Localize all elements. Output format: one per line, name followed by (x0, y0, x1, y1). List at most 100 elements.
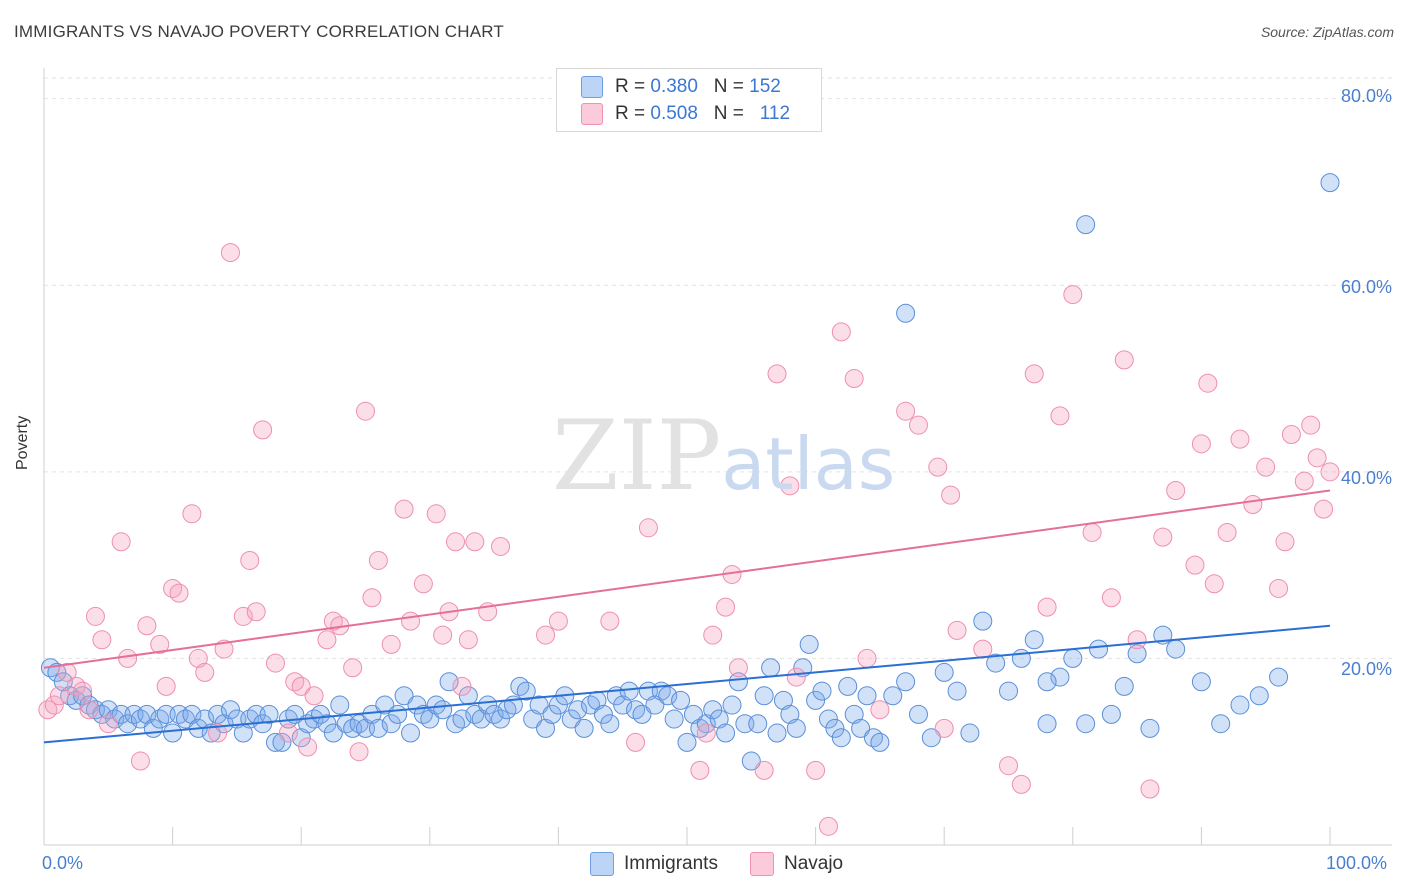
axes (43, 68, 1392, 846)
navajo-point (638, 518, 658, 538)
immigrants-point (716, 723, 736, 743)
navajo-point (1269, 578, 1289, 598)
navajo-point (111, 532, 131, 552)
immigrants-point (1269, 667, 1289, 687)
navajo-point (1127, 630, 1147, 650)
navajo-point (118, 648, 138, 668)
immigrants-point (73, 686, 93, 706)
y-tick-20: 20.0% (1340, 659, 1392, 679)
immigrants-point (401, 723, 421, 743)
source-label: Source: ZipAtlas.com (1260, 24, 1394, 40)
navajo-point (1166, 480, 1186, 500)
navajo-point (690, 760, 710, 780)
navajo-point (491, 536, 511, 556)
immigrants-point (986, 653, 1006, 673)
immigrants-point (851, 718, 871, 738)
navajo-point (1307, 448, 1327, 468)
navajo-point (240, 550, 260, 570)
navajo-point (343, 658, 363, 678)
navajo-point (195, 662, 215, 682)
immigrants-point (1063, 648, 1083, 668)
navajo-point (433, 625, 453, 645)
navajo-point (1101, 588, 1121, 608)
immigrants-point (619, 681, 639, 701)
immigrants-point (330, 695, 350, 715)
bottom-legend-label: Immigrants (624, 853, 718, 874)
immigrants-point (1076, 215, 1096, 235)
navajo-point (947, 620, 967, 640)
immigrants-point (98, 700, 118, 720)
immigrants-point (709, 709, 729, 729)
immigrants-point (806, 690, 826, 710)
bottom-legend-label: Navajo (783, 853, 844, 874)
immigrants-point (536, 718, 556, 738)
navajo-point (426, 504, 446, 524)
immigrants-point (818, 709, 838, 729)
legend-swatch-navajo (581, 103, 603, 125)
legend-n-value: 152 (749, 76, 781, 97)
immigrants-point (1127, 644, 1147, 664)
navajo-point (446, 532, 466, 552)
immigrants-point (471, 709, 491, 729)
immigrants-point (420, 709, 440, 729)
navajo-point (356, 401, 375, 421)
chart-title: IMMIGRANTS VS NAVAJO POVERTY CORRELATION… (14, 22, 504, 41)
immigrants-point (220, 700, 240, 720)
navajo-point (1114, 350, 1134, 370)
navajo-point (98, 714, 118, 734)
immigrants-point (728, 672, 748, 692)
navajo-point (278, 723, 298, 743)
immigrants-point (491, 709, 511, 729)
navajo-point (999, 756, 1018, 776)
immigrants-point (478, 695, 498, 715)
immigrants-point (786, 718, 806, 738)
y-tick-40: 40.0% (1340, 468, 1392, 488)
navajo-point (304, 686, 324, 706)
immigrants-point (664, 709, 684, 729)
navajo-point (831, 322, 851, 342)
immigrants-point (529, 695, 549, 715)
immigrants-point (1191, 672, 1211, 692)
immigrants-point (767, 723, 787, 743)
navajo-point (973, 639, 993, 659)
navajo-point (150, 634, 170, 654)
navajo-point (317, 630, 337, 650)
navajo-point (928, 457, 948, 477)
navajo-point (600, 611, 620, 631)
immigrants-point (1166, 639, 1186, 659)
navajo-point (1217, 522, 1237, 542)
immigrants-point (291, 728, 311, 748)
immigrants-point (908, 704, 928, 724)
navajo-point (1198, 373, 1218, 393)
immigrants-point (870, 732, 890, 752)
navajo-point (401, 611, 421, 631)
immigrants-point (1089, 639, 1109, 659)
legend-row-navajo: R = 0.508 N = 112 (581, 102, 790, 126)
navajo-point (1294, 471, 1314, 491)
immigrants-point (574, 718, 594, 738)
immigrants-point (883, 686, 903, 706)
immigrants-point (1037, 714, 1057, 734)
navajo-point (696, 723, 716, 743)
immigrants-point (1076, 714, 1096, 734)
immigrants-series (40, 173, 1340, 771)
immigrants-point (934, 662, 954, 682)
watermark-zip: ZIP (552, 400, 722, 512)
navajo-point (941, 485, 961, 505)
navajo-point (1256, 457, 1276, 477)
navajo-point (767, 364, 787, 384)
legend-swatch-immigrants (581, 76, 603, 98)
immigrants-trend-line (43, 624, 1331, 744)
navajo-trend-line (43, 489, 1331, 669)
immigrants-point (671, 690, 691, 710)
legend-row-immigrants: R = 0.380 N = 152 (581, 75, 781, 99)
immigrants-point (137, 704, 157, 724)
legend-n-value: 112 (759, 103, 791, 124)
immigrants-point (754, 686, 774, 706)
immigrants-point (1037, 672, 1057, 692)
navajo-point (548, 611, 568, 631)
watermark: ZIPatlas (552, 400, 895, 512)
navajo-point (349, 742, 369, 762)
navajo-point (1204, 574, 1224, 594)
legend-r-label: R = (615, 76, 646, 97)
